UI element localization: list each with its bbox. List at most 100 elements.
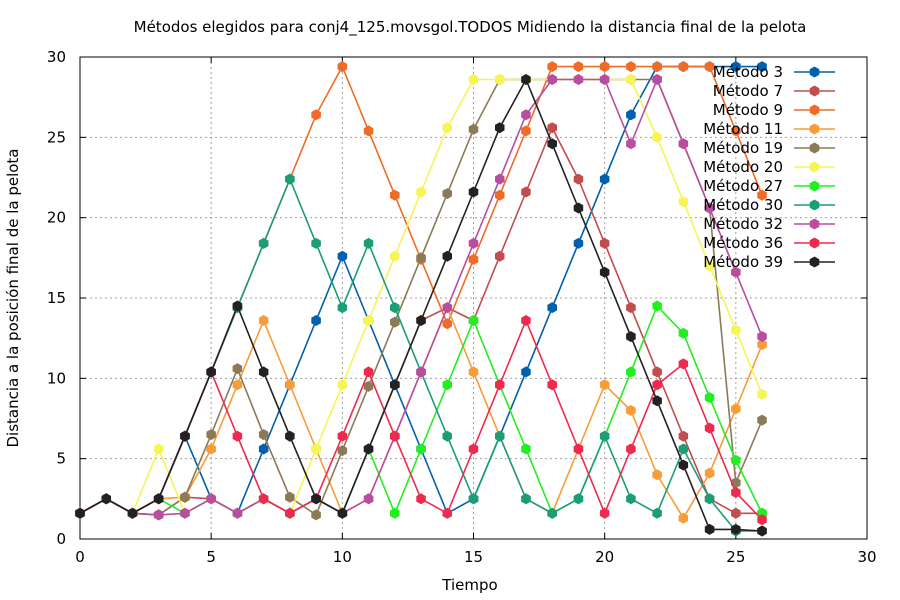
- data-point: [678, 459, 689, 471]
- data-point: [521, 366, 531, 378]
- data-point: [731, 523, 741, 535]
- data-point: [626, 405, 636, 416]
- x-tick-label: 0: [75, 548, 85, 566]
- data-point: [652, 300, 662, 312]
- legend-item: Método 39: [703, 253, 835, 271]
- legend-item: Método 11: [703, 120, 835, 138]
- data-point: [626, 331, 636, 343]
- data-point: [652, 131, 662, 143]
- data-point: [547, 507, 557, 519]
- data-point: [258, 237, 269, 249]
- legend-marker: [809, 85, 820, 97]
- data-point: [468, 123, 479, 135]
- legend-marker: [809, 66, 820, 78]
- data-point: [390, 379, 400, 391]
- data-point: [547, 74, 557, 85]
- data-point: [363, 366, 374, 378]
- data-point: [547, 122, 557, 134]
- data-point: [468, 443, 479, 455]
- data-point: [599, 61, 610, 73]
- data-point: [468, 366, 479, 378]
- data-point: [206, 443, 216, 455]
- data-point: [573, 74, 584, 85]
- series-m-todo-11: [75, 302, 767, 524]
- data-point: [704, 493, 715, 505]
- legend-label: Método 32: [703, 215, 783, 233]
- data-point: [468, 315, 479, 326]
- data-point: [127, 507, 138, 519]
- legend-label: Método 9: [713, 101, 783, 119]
- data-point: [442, 188, 452, 200]
- legend-label: Método 27: [703, 177, 783, 195]
- legend-item: Método 7: [713, 82, 835, 100]
- legend-marker: [809, 180, 820, 192]
- legend-label: Método 20: [703, 158, 783, 176]
- y-tick-label: 0: [56, 530, 66, 548]
- data-point: [573, 443, 584, 455]
- data-point: [521, 109, 531, 121]
- data-point: [731, 403, 741, 415]
- data-point: [206, 493, 216, 505]
- legend-item: Método 9: [713, 101, 835, 119]
- data-point: [180, 507, 190, 519]
- legend-marker: [809, 237, 820, 249]
- data-point: [704, 202, 715, 214]
- data-point: [285, 173, 295, 185]
- chart-title: Métodos elegidos para conj4_125.movsgol.…: [134, 18, 807, 37]
- data-point: [468, 186, 479, 198]
- data-point: [232, 363, 243, 375]
- data-point: [678, 443, 689, 455]
- legend-label: Método 39: [703, 253, 783, 271]
- data-point: [363, 493, 374, 505]
- y-tick-label: 10: [47, 369, 66, 387]
- data-point: [206, 429, 216, 441]
- data-point: [416, 315, 426, 326]
- data-point: [573, 237, 584, 249]
- series-line: [79, 318, 763, 521]
- data-point: [652, 379, 662, 391]
- series-layer: [75, 61, 767, 537]
- legend-item: Método 3: [713, 63, 835, 81]
- data-point: [495, 173, 505, 185]
- data-point: [75, 507, 85, 519]
- legend-label: Método 11: [703, 120, 783, 138]
- series-m-todo-30: [75, 173, 767, 537]
- data-point: [731, 324, 741, 336]
- data-point: [678, 196, 689, 208]
- y-tick-label: 5: [56, 450, 66, 468]
- data-point: [442, 379, 452, 391]
- data-point: [232, 300, 243, 312]
- y-tick-label: 25: [47, 128, 66, 146]
- data-point: [390, 430, 400, 442]
- data-point: [101, 493, 111, 505]
- data-point: [311, 493, 321, 505]
- data-point: [599, 430, 610, 442]
- data-point: [337, 61, 348, 73]
- data-point: [337, 379, 348, 391]
- data-point: [390, 250, 400, 262]
- data-point: [337, 445, 348, 457]
- data-point: [599, 379, 610, 391]
- data-point: [153, 443, 164, 455]
- data-point: [495, 430, 505, 442]
- data-point: [652, 74, 662, 85]
- data-point: [573, 61, 584, 73]
- data-point: [678, 430, 689, 442]
- x-tick-label: 10: [333, 548, 352, 566]
- data-point: [442, 430, 452, 442]
- data-point: [495, 122, 505, 134]
- data-point: [704, 392, 715, 404]
- legend-marker: [809, 218, 820, 230]
- legend-marker: [809, 199, 820, 211]
- legend-label: Método 36: [703, 234, 783, 252]
- data-point: [547, 61, 557, 73]
- data-point: [704, 523, 715, 535]
- legend-item: Método 20: [703, 158, 835, 176]
- data-point: [363, 315, 374, 326]
- data-point: [731, 125, 741, 137]
- data-point: [153, 509, 164, 521]
- data-point: [442, 318, 452, 330]
- data-point: [626, 138, 636, 150]
- y-tick-label: 15: [47, 289, 66, 307]
- data-point: [311, 237, 321, 249]
